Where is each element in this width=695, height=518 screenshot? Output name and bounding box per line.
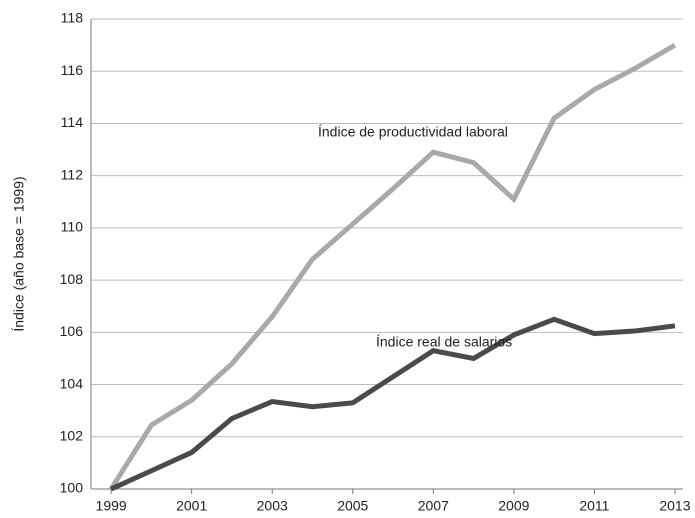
y-tick-label: 106 (60, 323, 84, 339)
annotation: Índice de productividad laboral (318, 124, 508, 140)
x-tick-label: 2005 (337, 498, 368, 514)
x-tick-label: 1999 (96, 498, 127, 514)
y-tick-label: 112 (61, 166, 84, 182)
line-series (109, 42, 677, 491)
y-tick-label: 102 (60, 427, 84, 443)
y-tick-label: 100 (60, 480, 84, 496)
x-tick-label: 2009 (498, 498, 529, 514)
annotation: Índice real de salarios (376, 334, 512, 350)
y-tick-label: 116 (61, 62, 84, 78)
y-tick-label: 114 (61, 114, 84, 130)
y-axis-label: Índice (año base = 1999) (11, 176, 27, 331)
x-tick-label: 2001 (176, 498, 207, 514)
y-tick-label: 108 (60, 271, 84, 287)
y-tick-label: 110 (61, 219, 84, 235)
x-tick-label: 2003 (257, 498, 288, 514)
x-tick-label: 2011 (579, 498, 609, 514)
y-tick-label: 104 (60, 375, 84, 391)
x-tick-label: 2007 (418, 498, 449, 514)
plot: 100 102 104 106 108 110 112 114 116 118 1999 2001 20… (60, 10, 691, 514)
x-tick-label: 2013 (659, 498, 690, 514)
line-series (110, 316, 676, 492)
y-tick-label: 118 (61, 10, 84, 26)
